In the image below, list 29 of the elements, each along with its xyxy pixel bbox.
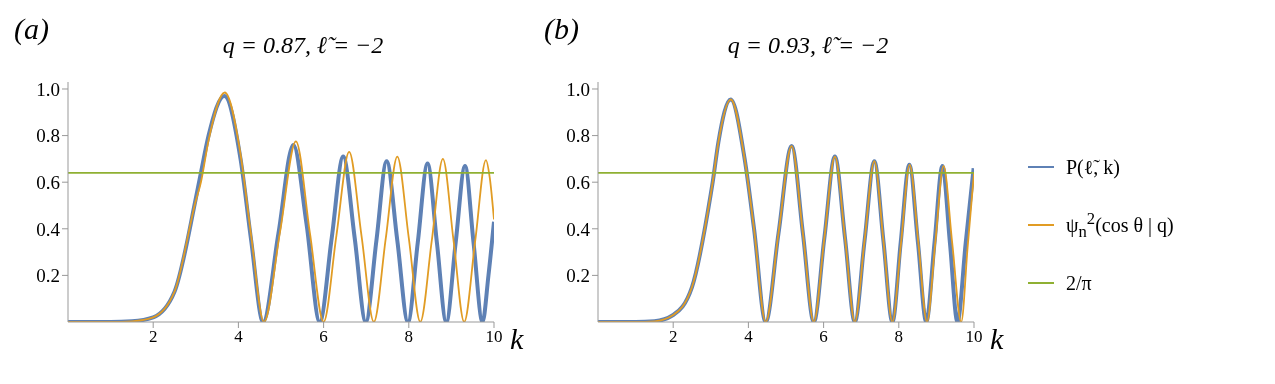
legend-label: P(ℓ̃, k)	[1066, 155, 1121, 179]
chart-title: q = 0.93, ℓ̃ = −2	[726, 32, 890, 59]
text: (b)	[544, 12, 579, 46]
x-axis-title: k	[990, 321, 1004, 355]
x-tick-label: 2	[148, 327, 158, 347]
x-axis-title: k	[510, 321, 524, 355]
y-tick-label: 0.8	[36, 125, 60, 147]
y-tick-label: 0.2	[566, 265, 590, 287]
y-tick-label: 0.6	[566, 171, 590, 193]
x-tick-label: 8	[404, 327, 414, 347]
x-tick-label: 6	[319, 327, 328, 347]
x-tick-label: 10	[485, 327, 503, 347]
x-tick-label: 4	[234, 327, 244, 347]
text: (a)	[14, 12, 49, 46]
y-tick-label: 1.0	[36, 78, 60, 100]
y-tick-label: 0.4	[36, 218, 61, 240]
y-tick-label: 0.2	[36, 265, 60, 287]
x-tick-label: 8	[894, 327, 904, 347]
x-tick-label: 4	[744, 327, 754, 347]
y-tick-label: 0.8	[566, 125, 590, 147]
x-tick-label: 2	[668, 327, 678, 347]
y-tick-label: 1.0	[566, 78, 590, 100]
chart-title: q = 0.87, ℓ̃ = −2	[221, 32, 385, 59]
legend-label: 2/π	[1066, 271, 1092, 295]
x-tick-label: 10	[965, 327, 983, 347]
legend-label: ψ$_{n}$$^{2}$(cos θ | q)	[1066, 208, 1174, 242]
y-tick-label: 0.6	[36, 171, 60, 193]
y-tick-label: 0.4	[566, 218, 591, 240]
x-tick-label: 6	[819, 327, 828, 347]
